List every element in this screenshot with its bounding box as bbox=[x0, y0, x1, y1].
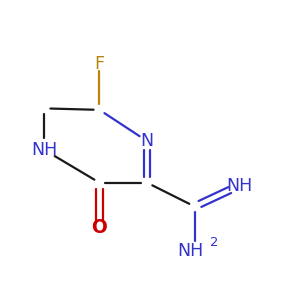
Text: O: O bbox=[92, 218, 107, 237]
Text: NH: NH bbox=[177, 242, 203, 260]
Text: NH: NH bbox=[32, 141, 58, 159]
Text: F: F bbox=[94, 55, 104, 73]
Text: 2: 2 bbox=[210, 236, 218, 249]
Text: N: N bbox=[140, 132, 154, 150]
Text: NH: NH bbox=[226, 177, 252, 195]
